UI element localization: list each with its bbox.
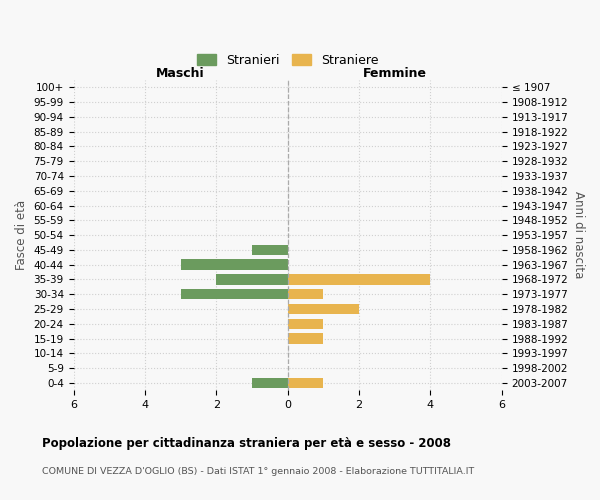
Text: Popolazione per cittadinanza straniera per età e sesso - 2008: Popolazione per cittadinanza straniera p…: [42, 438, 451, 450]
Y-axis label: Fasce di età: Fasce di età: [15, 200, 28, 270]
Text: Femmine: Femmine: [363, 67, 427, 80]
Bar: [287, 334, 323, 344]
Y-axis label: Anni di nascita: Anni di nascita: [572, 192, 585, 279]
Text: Maschi: Maschi: [156, 67, 205, 80]
Bar: [181, 289, 287, 300]
Bar: [287, 289, 323, 300]
Bar: [252, 378, 287, 388]
Bar: [252, 244, 287, 255]
Bar: [217, 274, 287, 284]
Bar: [181, 260, 287, 270]
Bar: [287, 274, 430, 284]
Legend: Stranieri, Straniere: Stranieri, Straniere: [192, 49, 383, 72]
Bar: [287, 378, 323, 388]
Bar: [287, 318, 323, 329]
Text: COMUNE DI VEZZA D'OGLIO (BS) - Dati ISTAT 1° gennaio 2008 - Elaborazione TUTTITA: COMUNE DI VEZZA D'OGLIO (BS) - Dati ISTA…: [42, 468, 474, 476]
Bar: [287, 304, 359, 314]
